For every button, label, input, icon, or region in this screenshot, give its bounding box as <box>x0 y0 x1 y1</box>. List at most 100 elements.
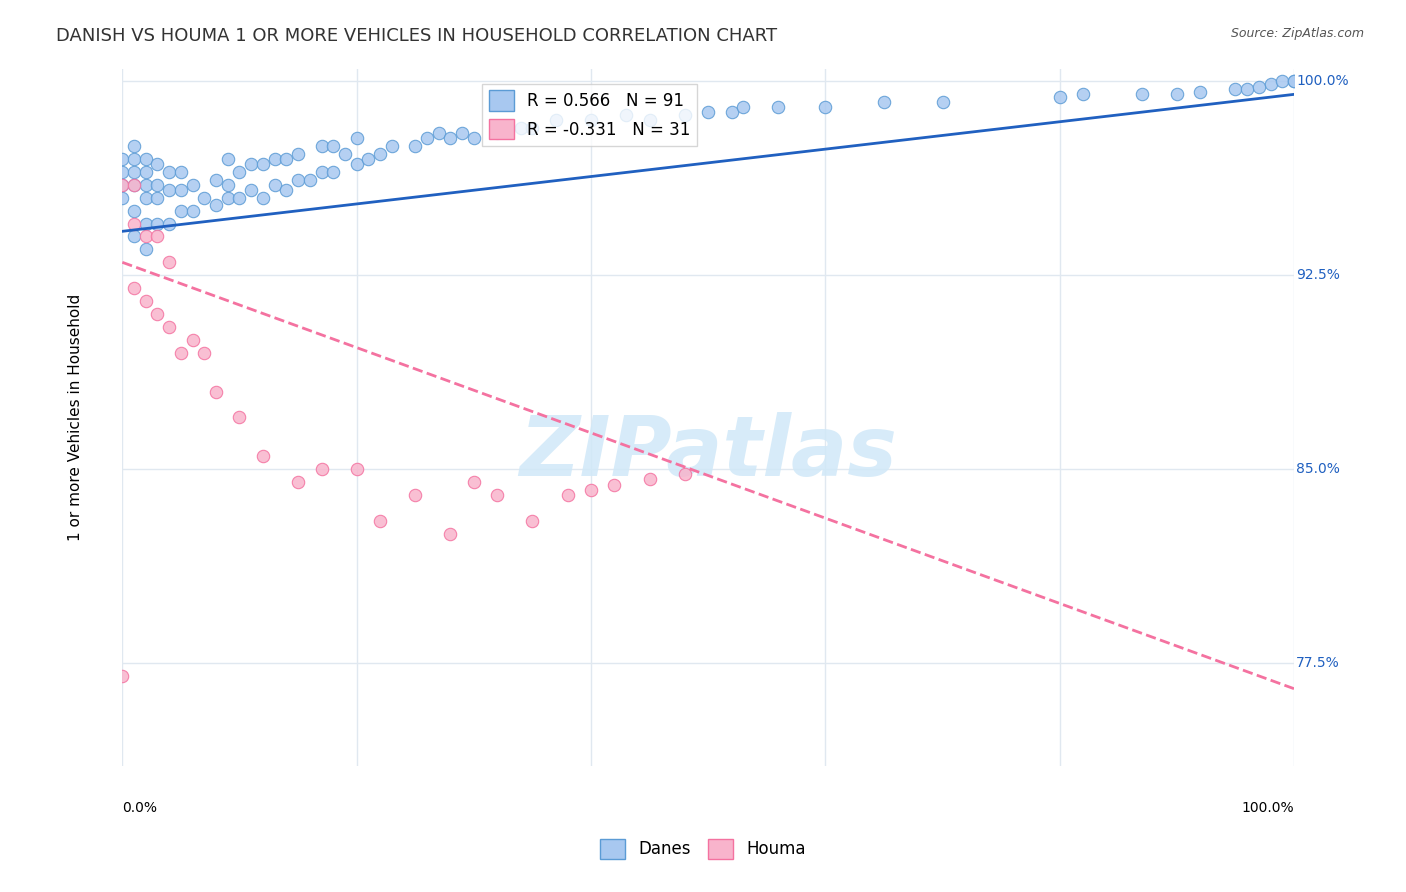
Text: ZIPatlas: ZIPatlas <box>519 412 897 492</box>
Point <box>122 229 145 244</box>
Point <box>346 131 368 145</box>
Point <box>1049 90 1071 104</box>
Text: 100.0%: 100.0% <box>1241 801 1294 815</box>
Point <box>814 100 837 114</box>
Point <box>1282 74 1305 88</box>
Point <box>263 152 285 166</box>
Point <box>638 113 661 128</box>
Point <box>368 146 391 161</box>
Point <box>146 178 169 192</box>
Point <box>122 217 145 231</box>
Point <box>873 95 896 109</box>
Point <box>217 191 239 205</box>
Point <box>697 105 720 120</box>
Point <box>135 217 157 231</box>
Point <box>122 152 145 166</box>
Text: 77.5%: 77.5% <box>1296 656 1340 670</box>
Point <box>1247 79 1270 94</box>
Point <box>276 152 298 166</box>
Point <box>404 139 426 153</box>
Point <box>522 514 544 528</box>
Point <box>205 384 228 399</box>
Point <box>217 152 239 166</box>
Point <box>298 172 321 186</box>
Point <box>322 139 344 153</box>
Point <box>157 183 180 197</box>
Point <box>557 488 579 502</box>
Point <box>157 320 180 334</box>
Point <box>135 191 157 205</box>
Point <box>311 165 333 179</box>
Point <box>311 139 333 153</box>
Text: 92.5%: 92.5% <box>1296 268 1340 282</box>
Point <box>252 157 274 171</box>
Point <box>111 191 134 205</box>
Point <box>157 165 180 179</box>
Point <box>111 669 134 683</box>
Point <box>522 120 544 135</box>
Point <box>252 191 274 205</box>
Point <box>157 255 180 269</box>
Point <box>427 126 450 140</box>
Text: 1 or more Vehicles in Household: 1 or more Vehicles in Household <box>67 293 83 541</box>
Point <box>416 131 439 145</box>
Point <box>122 139 145 153</box>
Point <box>217 178 239 192</box>
Point <box>346 462 368 476</box>
Point <box>544 113 567 128</box>
Text: DANISH VS HOUMA 1 OR MORE VEHICLES IN HOUSEHOLD CORRELATION CHART: DANISH VS HOUMA 1 OR MORE VEHICLES IN HO… <box>56 27 778 45</box>
Point <box>205 172 228 186</box>
Point <box>240 183 263 197</box>
Point <box>346 157 368 171</box>
Point <box>181 178 204 192</box>
Point <box>498 120 520 135</box>
Point <box>146 217 169 231</box>
Point <box>205 198 228 212</box>
Point <box>1166 87 1188 102</box>
Point <box>287 475 309 489</box>
Point <box>170 345 193 359</box>
Point <box>673 467 696 482</box>
Point <box>228 191 250 205</box>
Point <box>322 165 344 179</box>
Point <box>263 178 285 192</box>
Point <box>193 345 215 359</box>
Point <box>638 472 661 486</box>
Point <box>720 105 742 120</box>
Point <box>733 100 755 114</box>
Point <box>486 488 509 502</box>
Point <box>111 178 134 192</box>
Point <box>170 183 193 197</box>
Point <box>122 178 145 192</box>
Point <box>1236 82 1258 96</box>
Point <box>1225 82 1247 96</box>
Point <box>122 178 145 192</box>
Point <box>170 165 193 179</box>
Point <box>509 120 531 135</box>
Point <box>181 333 204 347</box>
Point <box>135 229 157 244</box>
Point <box>111 165 134 179</box>
Point <box>579 113 602 128</box>
Point <box>1130 87 1153 102</box>
Point <box>252 449 274 463</box>
Point <box>614 108 637 122</box>
Point <box>768 100 790 114</box>
Text: 100.0%: 100.0% <box>1296 74 1348 88</box>
Point <box>276 183 298 197</box>
Point <box>1189 85 1212 99</box>
Point <box>122 165 145 179</box>
Legend: R = 0.566   N = 91, R = -0.331   N = 31: R = 0.566 N = 91, R = -0.331 N = 31 <box>482 84 697 146</box>
Point <box>381 139 404 153</box>
Text: 0.0%: 0.0% <box>122 801 157 815</box>
Point <box>451 126 474 140</box>
Point <box>931 95 953 109</box>
Point <box>368 514 391 528</box>
Point <box>228 165 250 179</box>
Point <box>146 307 169 321</box>
Point <box>404 488 426 502</box>
Point <box>439 526 461 541</box>
Point <box>463 475 485 489</box>
Point <box>135 243 157 257</box>
Point <box>1260 77 1282 91</box>
